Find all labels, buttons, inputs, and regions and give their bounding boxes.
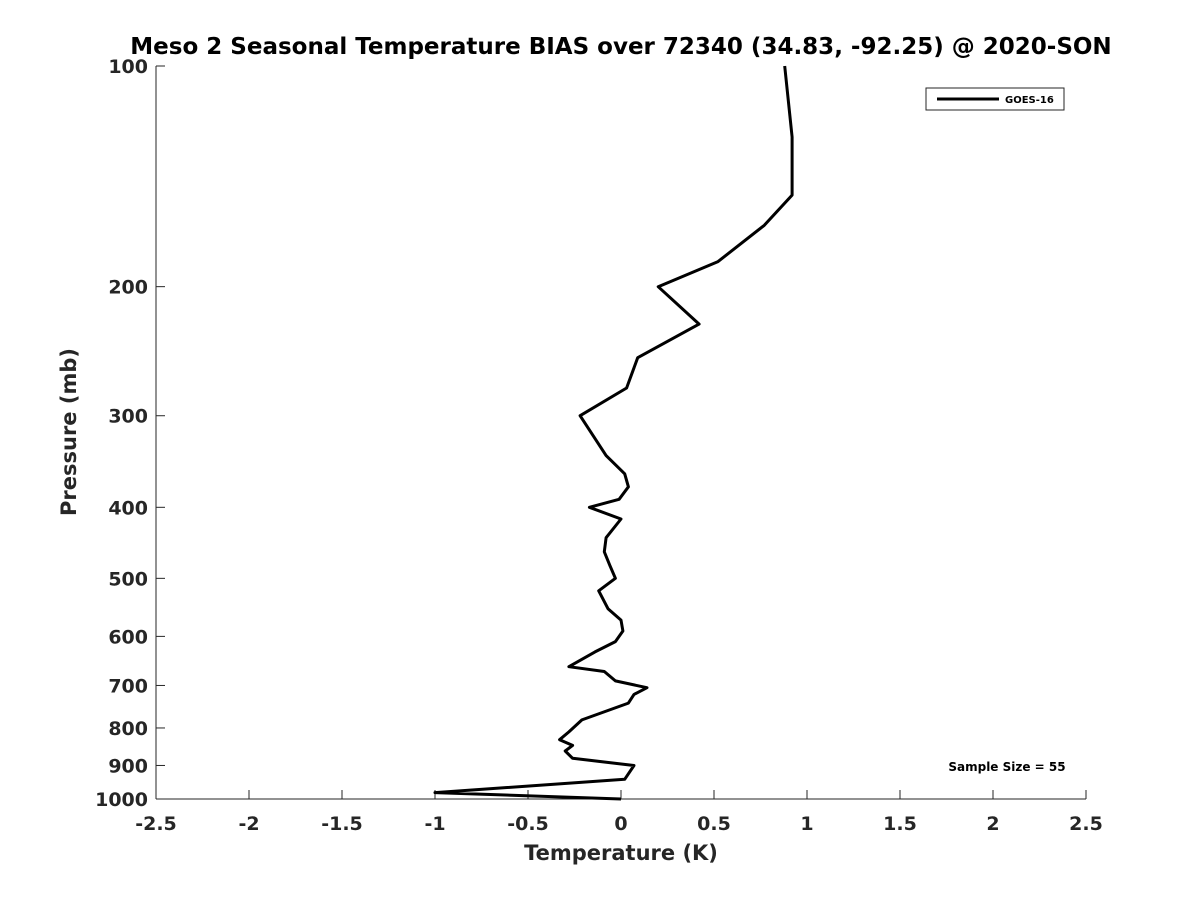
y-tick-label: 600 [108, 626, 148, 648]
chart-title: Meso 2 Seasonal Temperature BIAS over 72… [130, 34, 1111, 60]
x-tick-label: -2.5 [135, 813, 177, 835]
y-tick-label: 400 [108, 497, 148, 519]
y-tick-label: 1000 [95, 789, 148, 811]
y-tick-label: 100 [108, 56, 148, 78]
x-tick-label: -1 [424, 813, 445, 835]
y-tick-label: 800 [108, 718, 148, 740]
y-tick-label: 500 [108, 568, 148, 590]
plot-axes [155, 66, 1086, 800]
legend: GOES-16 [925, 87, 1065, 111]
y-axis-label: Pressure (mb) [57, 348, 81, 516]
x-tick-label: 2.5 [1069, 813, 1103, 835]
sample-size-annotation: Sample Size = 55 [948, 760, 1065, 774]
x-tick-label: 0 [614, 813, 627, 835]
x-axis-ticks: -2.5 -2 -1.5 -1 -0.5 0 0.5 1 1.5 2 2.5 [135, 790, 1103, 835]
x-tick-label: -1.5 [321, 813, 363, 835]
series-layer [433, 65, 794, 801]
legend-entry-label: GOES-16 [1005, 95, 1054, 106]
y-axis-ticks: 100 200 300 400 500 600 700 800 900 1000 [95, 56, 165, 811]
y-tick-label: 700 [108, 675, 148, 697]
x-tick-label: 0.5 [697, 813, 731, 835]
y-tick-label: 900 [108, 755, 148, 777]
x-tick-label: 1.5 [883, 813, 917, 835]
x-tick-label: 2 [986, 813, 999, 835]
x-tick-label: 1 [800, 813, 813, 835]
x-tick-label: -0.5 [507, 813, 549, 835]
series-line-goes-16 [433, 65, 794, 801]
y-tick-label: 200 [108, 277, 148, 299]
x-axis-label: Temperature (K) [524, 841, 718, 865]
x-tick-label: -2 [238, 813, 259, 835]
y-tick-label: 300 [108, 406, 148, 428]
